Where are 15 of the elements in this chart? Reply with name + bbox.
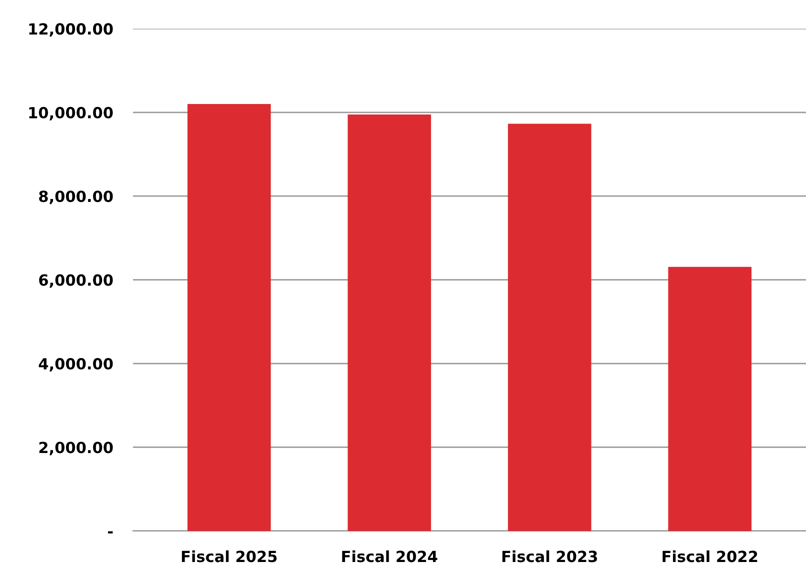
y-tick-label: -	[108, 531, 113, 534]
y-tick-label: 12,000.00	[29, 23, 113, 37]
x-tick-label: Fiscal 2022	[662, 550, 758, 562]
y-tick-label: 10,000.00	[29, 106, 113, 120]
y-tick-label: 8,000.00	[39, 190, 113, 204]
y-tick-label: 2,000.00	[39, 442, 113, 456]
y-tick-label: 6,000.00	[39, 274, 113, 288]
x-tick-label: Fiscal 2025	[182, 550, 277, 562]
bar	[508, 124, 592, 531]
bar	[668, 266, 752, 531]
y-tick-label: 4,000.00	[38, 358, 113, 372]
x-tick-label: Fiscal 2023	[502, 550, 598, 562]
bar	[348, 114, 432, 531]
bar	[187, 104, 271, 531]
x-tick-label: Fiscal 2024	[342, 550, 438, 562]
